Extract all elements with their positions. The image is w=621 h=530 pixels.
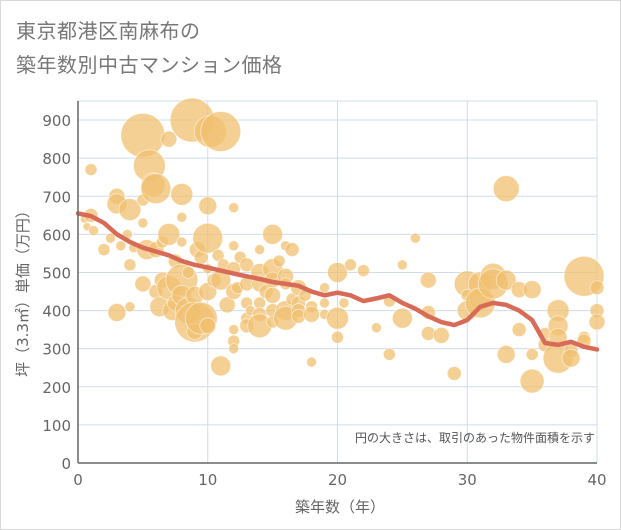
x-tick-label: 10 [198,471,217,489]
chart-title-line-2: 築年数別中古マンション価格 [16,53,283,77]
bubble-size-note: 円の大きさは、取引のあった物件面積を示す [355,430,595,445]
bubble-point [160,130,178,148]
y-tick-label: 700 [42,188,71,206]
bubble-point [198,196,218,216]
bubble-point [525,347,539,361]
bubble-point [338,297,350,309]
bubble-point [264,286,282,304]
y-tick-label: 200 [42,379,71,397]
bubble-point [495,269,517,291]
bubble-point [181,266,195,279]
bubble-point [382,347,396,361]
bubble-point [446,366,462,381]
bubble-point [303,305,320,323]
x-tick-label: 30 [458,471,477,489]
bubble-point [327,262,348,283]
bubble-point [137,217,149,229]
bubble-point [210,355,232,377]
bubble-point [254,244,266,256]
y-tick-label: 900 [42,112,71,130]
bubble-point [344,258,357,272]
axes: 0 100 200 300 400 500 600 700 800 900 0 10 20 30 40 [42,101,607,489]
y-tick-label: 500 [42,264,71,282]
y-tick-label: 300 [42,341,71,359]
y-tick-label: 600 [42,226,71,244]
bubble-point [199,317,217,335]
bubble-point [357,264,370,277]
bubble-point [262,223,284,245]
bubble-point [319,297,330,309]
y-tick-label: 0 [61,455,71,473]
y-tick-label: 800 [42,150,71,168]
bubble-point [409,232,421,244]
bubble-point [371,322,382,334]
bubble-point [124,301,136,313]
bubble-point [218,296,236,314]
bubble-point [228,343,240,355]
bubble-point [284,242,300,258]
bubble-point [589,280,605,296]
bubble-point [306,356,317,368]
bubble-point [511,322,527,338]
bubble-point [561,348,581,368]
bubble-point [519,368,545,394]
bubble-point [228,202,240,214]
bubble-point [170,182,194,206]
bubble-point [140,173,172,205]
bubble-point [319,282,330,294]
bubble-point [88,225,99,236]
bubble-point [326,306,349,330]
bubble-point [432,326,450,344]
bubble-point [115,240,127,252]
bubble-point [200,111,242,152]
bubble-point [105,232,116,244]
bubble-point [588,313,606,331]
bubble-point [419,271,437,289]
x-tick-label: 40 [587,471,606,489]
bubble-point [396,259,408,271]
chart-title: 東京都港区南麻布の 築年数別中古マンション価格 [16,14,283,82]
bubble-point [120,112,166,158]
bubble-point [391,307,413,329]
chart-title-line-1: 東京都港区南麻布の [16,19,201,43]
bubble-point [134,275,152,293]
bubble-point [107,303,127,322]
bubble-point [272,254,286,268]
bubble-point [192,222,224,254]
x-axis-title: 築年数（年） [295,498,385,516]
bubble-point [239,257,255,273]
y-axis-title: 坪（3.3㎡）単価（万円） [14,203,32,377]
bubble-point [496,344,516,364]
trend-line [75,211,600,352]
bubble-point [97,243,111,257]
bubble-point [228,240,240,252]
bubble-point [522,280,542,300]
y-tick-label: 400 [42,303,71,321]
y-tick-label: 100 [42,417,71,435]
bubble-point [331,330,344,344]
bubble-point [492,175,520,203]
bubble-point [228,324,240,336]
x-tick-label: 0 [73,471,83,489]
bubble-point [157,222,181,246]
bubble-point [118,198,142,222]
bubble-point [84,163,98,176]
bubble-point [123,258,137,272]
bubble-point [176,211,188,223]
average-price-line [75,211,600,352]
bubble-point [176,236,188,248]
x-tick-label: 20 [328,471,347,489]
